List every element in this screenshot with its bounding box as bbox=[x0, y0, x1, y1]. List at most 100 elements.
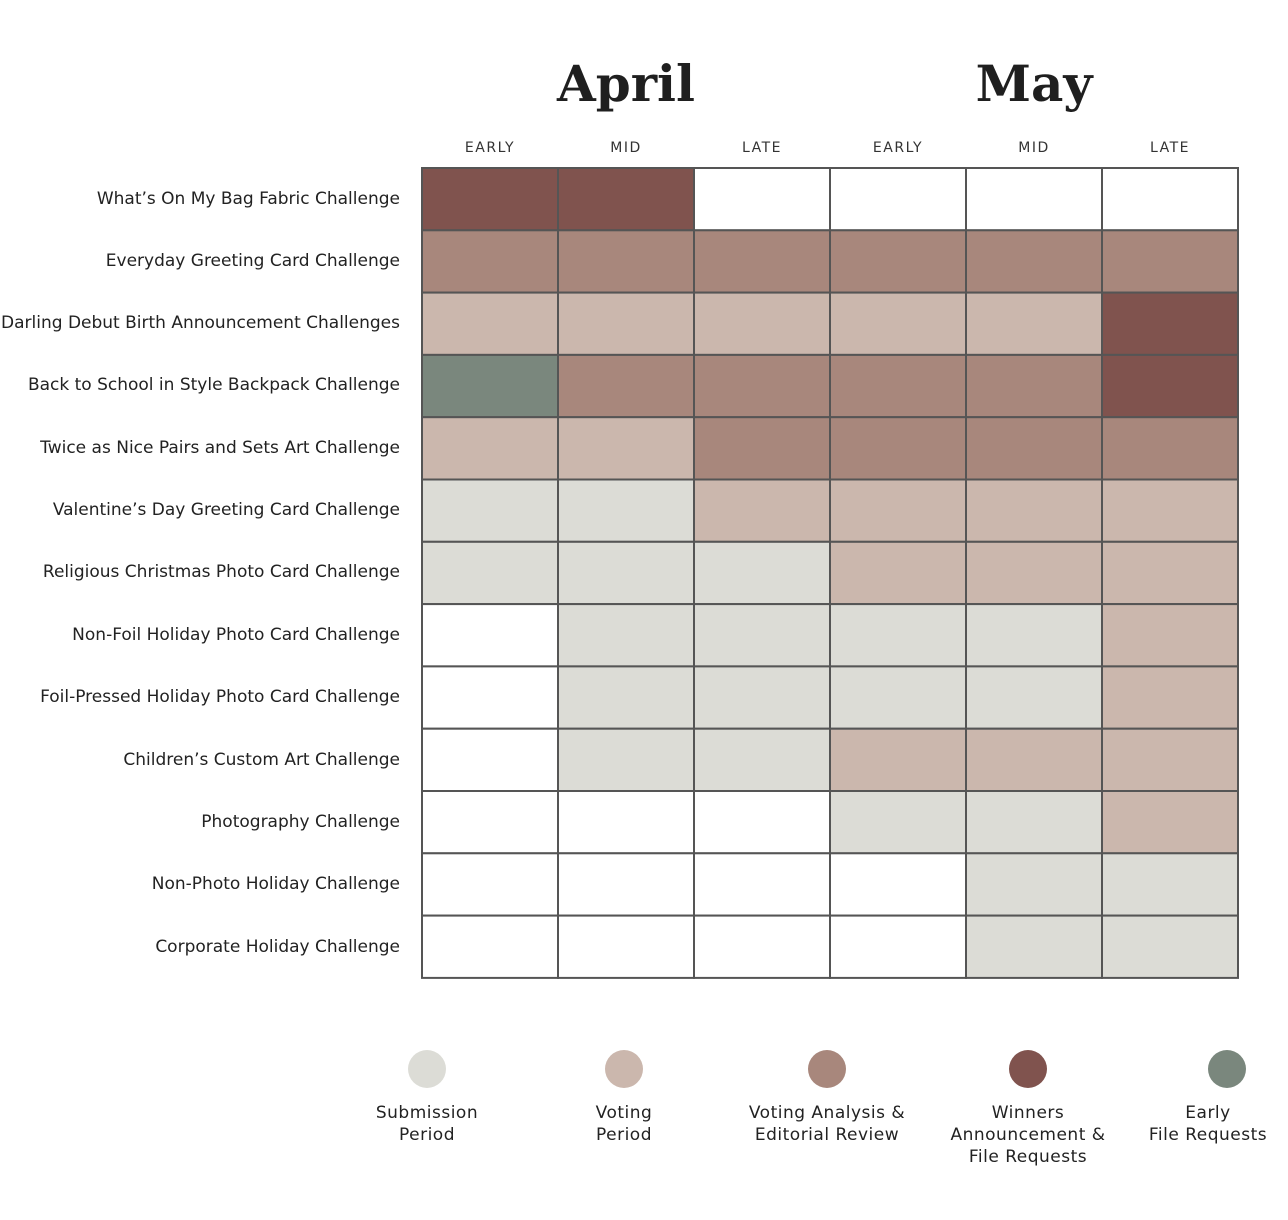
grid-cell-voting bbox=[965, 540, 1103, 606]
grid-cell-voting bbox=[829, 540, 967, 606]
row-label: Foil-Pressed Holiday Photo Card Challeng… bbox=[40, 687, 400, 707]
row-label: What’s On My Bag Fabric Challenge bbox=[96, 189, 400, 209]
grid-cell-submission bbox=[557, 540, 695, 606]
grid-cell-submission bbox=[557, 478, 695, 543]
grid-cell-analysis bbox=[1101, 416, 1239, 481]
legend-label: Voting Period bbox=[595, 1103, 653, 1145]
row-label: Non-Photo Holiday Challenge bbox=[151, 874, 400, 894]
legend-swatch bbox=[1208, 1050, 1246, 1088]
row-label: Darling Debut Birth Announcement Challen… bbox=[1, 313, 400, 333]
grid-cell-submission bbox=[693, 727, 831, 793]
grid-cell-none bbox=[421, 790, 559, 855]
row-label: Non-Foil Holiday Photo Card Challenge bbox=[72, 625, 400, 645]
grid-cell-analysis bbox=[965, 353, 1103, 419]
grid-cell-voting bbox=[965, 727, 1103, 793]
grid-cell-submission bbox=[693, 540, 831, 606]
grid-cell-analysis bbox=[965, 229, 1103, 294]
grid-cell-analysis bbox=[829, 229, 967, 294]
grid-cell-submission bbox=[693, 665, 831, 730]
legend-item-analysis: Voting Analysis & Editorial Review bbox=[727, 1050, 927, 1146]
grid-cell-submission bbox=[829, 603, 967, 668]
legend-label: Early File Requests bbox=[1148, 1103, 1268, 1145]
row-label: Valentine’s Day Greeting Card Challenge bbox=[52, 500, 400, 520]
grid-cell-winners bbox=[1101, 291, 1239, 356]
grid-cell-voting bbox=[693, 478, 831, 543]
grid-cell-voting bbox=[829, 727, 967, 793]
grid-cell-none bbox=[421, 727, 559, 793]
grid-cell-winners bbox=[557, 167, 695, 232]
grid-cell-none bbox=[693, 914, 831, 979]
grid-cell-submission bbox=[829, 790, 967, 855]
grid-cell-voting bbox=[421, 291, 559, 356]
grid-cell-submission bbox=[421, 478, 559, 543]
grid-cell-submission bbox=[421, 540, 559, 606]
grid-cell-voting bbox=[1101, 478, 1239, 543]
grid-cell-voting bbox=[965, 291, 1103, 356]
month-header-april: April bbox=[556, 54, 696, 113]
grid-cell-none bbox=[693, 790, 831, 855]
grid-cell-submission bbox=[965, 914, 1103, 979]
grid-cell-analysis bbox=[965, 416, 1103, 481]
grid-cell-none bbox=[421, 852, 559, 917]
grid-cell-analysis bbox=[829, 416, 967, 481]
legend-label: Voting Analysis & Editorial Review bbox=[748, 1103, 906, 1145]
grid-cell-none bbox=[693, 852, 831, 917]
grid-cell-none bbox=[421, 914, 559, 979]
grid-cell-voting bbox=[557, 416, 695, 481]
period-header-may-mid: MID bbox=[1018, 140, 1050, 156]
grid-cell-submission bbox=[557, 603, 695, 668]
grid-cell-voting bbox=[829, 291, 967, 356]
grid-cell-none bbox=[557, 914, 695, 979]
grid-cell-none bbox=[557, 852, 695, 917]
legend-label: Submission Period bbox=[375, 1103, 479, 1145]
grid-cell-voting bbox=[1101, 790, 1239, 855]
legend-swatch bbox=[605, 1050, 643, 1088]
legend-label: Winners Announcement & File Requests bbox=[950, 1103, 1106, 1167]
grid-cell-submission bbox=[829, 665, 967, 730]
grid-cell-analysis bbox=[557, 353, 695, 419]
grid-cell-voting bbox=[421, 416, 559, 481]
grid-cell-analysis bbox=[693, 416, 831, 481]
grid-cell-winners bbox=[421, 167, 559, 232]
grid-cell-analysis bbox=[829, 353, 967, 419]
grid-cell-submission bbox=[693, 603, 831, 668]
grid-cell-voting bbox=[557, 291, 695, 356]
grid-cell-voting bbox=[965, 478, 1103, 543]
legend-item-early: Early File Requests bbox=[1088, 1050, 1288, 1146]
grid-cell-submission bbox=[965, 790, 1103, 855]
grid-cell-none bbox=[1101, 167, 1239, 232]
schedule-grid bbox=[421, 167, 1239, 979]
grid-cell-analysis bbox=[1101, 229, 1239, 294]
grid-cell-none bbox=[693, 167, 831, 232]
legend-item-winners: Winners Announcement & File Requests bbox=[928, 1050, 1128, 1168]
grid-cell-voting bbox=[1101, 727, 1239, 793]
legend-swatch bbox=[808, 1050, 846, 1088]
row-label: Children’s Custom Art Challenge bbox=[123, 750, 400, 770]
grid-cell-none bbox=[829, 167, 967, 232]
row-label: Back to School in Style Backpack Challen… bbox=[27, 375, 400, 395]
grid-cell-none bbox=[965, 167, 1103, 232]
row-label: Corporate Holiday Challenge bbox=[155, 937, 400, 957]
grid-cell-submission bbox=[965, 665, 1103, 730]
period-header-april-mid: MID bbox=[610, 140, 642, 156]
grid-cell-none bbox=[421, 665, 559, 730]
row-label: Everyday Greeting Card Challenge bbox=[105, 251, 400, 271]
grid-cell-winners bbox=[1101, 353, 1239, 419]
grid-cell-early bbox=[421, 353, 559, 419]
legend-item-voting: Voting Period bbox=[524, 1050, 724, 1146]
grid-cell-voting bbox=[1101, 603, 1239, 668]
grid-cell-analysis bbox=[421, 229, 559, 294]
grid-cell-none bbox=[557, 790, 695, 855]
row-label: Photography Challenge bbox=[201, 812, 400, 832]
period-header-may-late: LATE bbox=[1149, 140, 1190, 156]
grid-cell-voting bbox=[1101, 540, 1239, 606]
legend-swatch bbox=[1009, 1050, 1047, 1088]
period-header-may-early: EARLY bbox=[872, 140, 924, 156]
grid-cell-analysis bbox=[693, 353, 831, 419]
period-header-april-early: EARLY bbox=[464, 140, 516, 156]
grid-cell-none bbox=[829, 914, 967, 979]
grid-cell-submission bbox=[965, 852, 1103, 917]
grid-cell-voting bbox=[1101, 665, 1239, 730]
row-label: Twice as Nice Pairs and Sets Art Challen… bbox=[40, 438, 400, 458]
month-header-may: May bbox=[975, 54, 1093, 113]
